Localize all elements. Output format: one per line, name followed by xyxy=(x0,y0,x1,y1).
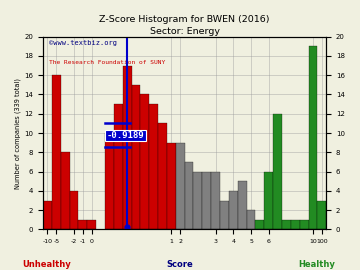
Title: Z-Score Histogram for BWEN (2016)
Sector: Energy: Z-Score Histogram for BWEN (2016) Sector… xyxy=(99,15,270,36)
Bar xyxy=(238,181,247,230)
Bar xyxy=(273,114,282,230)
Bar xyxy=(69,191,78,230)
Text: Score: Score xyxy=(167,260,193,269)
Text: The Research Foundation of SUNY: The Research Foundation of SUNY xyxy=(49,60,165,65)
Bar xyxy=(87,220,96,229)
Bar xyxy=(211,172,220,230)
Bar xyxy=(256,220,264,229)
Bar xyxy=(185,162,193,230)
Bar xyxy=(131,85,140,230)
Bar xyxy=(229,191,238,230)
Bar xyxy=(264,172,273,230)
Bar xyxy=(140,94,149,230)
Y-axis label: Number of companies (339 total): Number of companies (339 total) xyxy=(15,77,22,188)
Bar xyxy=(282,220,291,229)
Bar xyxy=(105,133,114,230)
Bar xyxy=(202,172,211,230)
Bar xyxy=(167,143,176,230)
Bar xyxy=(318,201,326,229)
Text: ©www.textbiz.org: ©www.textbiz.org xyxy=(49,40,117,46)
Bar xyxy=(114,104,123,230)
Bar xyxy=(220,201,229,229)
Bar xyxy=(247,210,256,230)
Bar xyxy=(43,201,52,229)
Bar xyxy=(78,220,87,229)
Bar xyxy=(52,75,61,230)
Bar xyxy=(291,220,300,229)
Text: Healthy: Healthy xyxy=(298,260,335,269)
Text: Unhealthy: Unhealthy xyxy=(22,260,71,269)
Bar xyxy=(123,66,131,230)
Bar xyxy=(176,143,185,230)
Bar xyxy=(309,46,318,230)
Bar xyxy=(149,104,158,230)
Bar xyxy=(300,220,309,229)
Bar xyxy=(193,172,202,230)
Bar xyxy=(61,152,69,230)
Text: -0.9189: -0.9189 xyxy=(107,131,144,140)
Bar xyxy=(158,123,167,230)
